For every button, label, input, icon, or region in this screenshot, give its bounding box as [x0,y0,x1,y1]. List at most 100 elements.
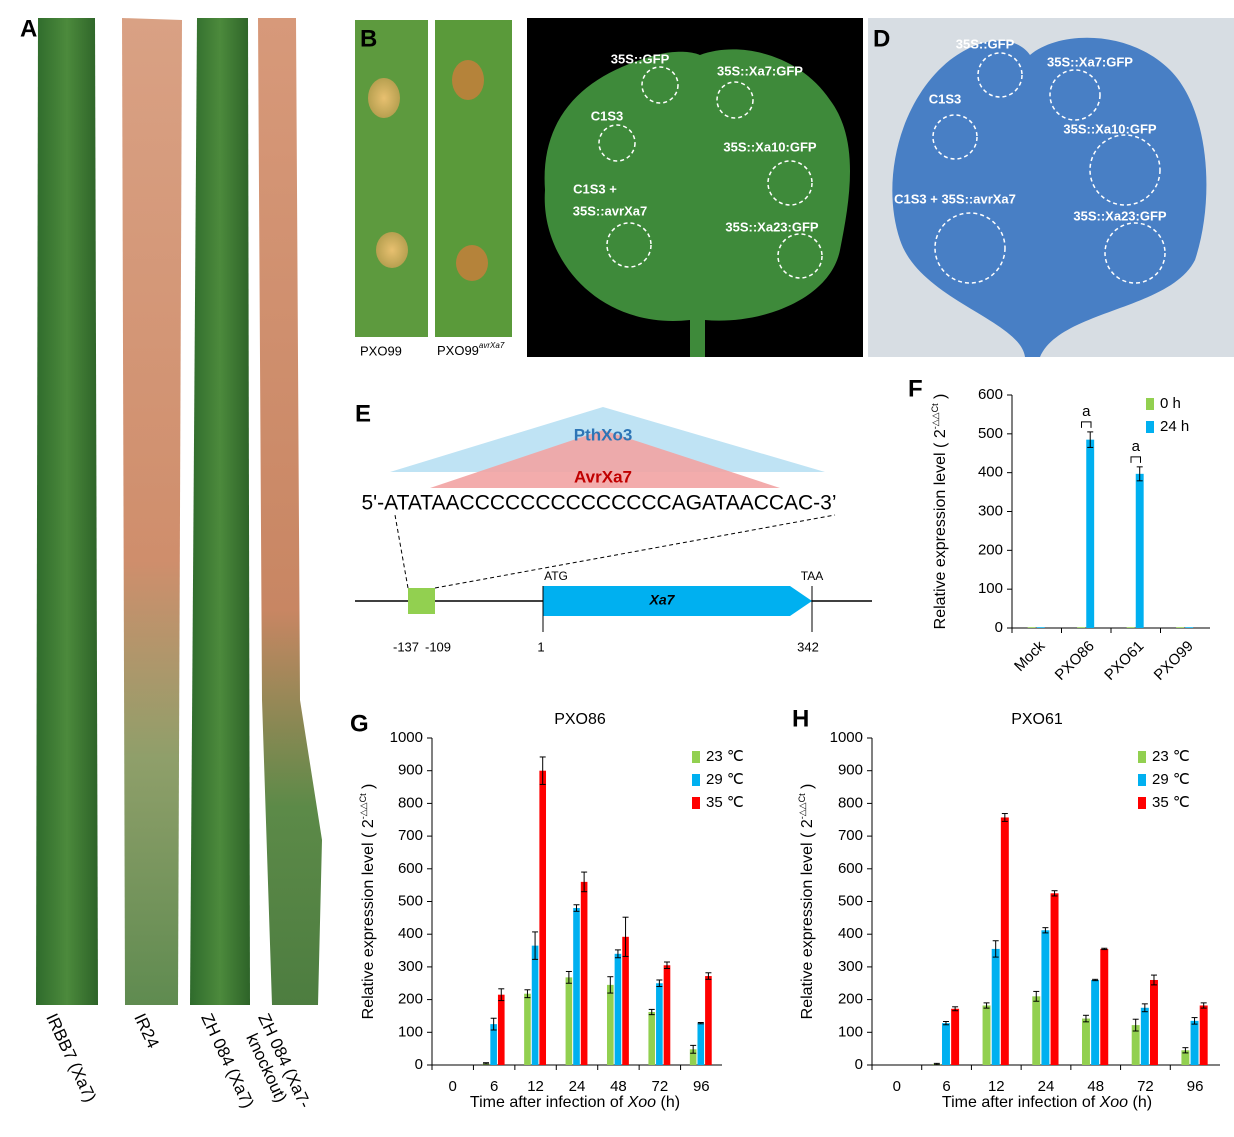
strain-name: PXO99 [437,343,479,358]
infiltration-spot [934,212,1006,284]
x-tick-label: 0 [449,1078,457,1095]
panel-letter: B [360,25,377,52]
x-tick-label: 48 [610,1078,627,1095]
panel-letter: G [350,710,369,737]
y-tick-label: 400 [838,925,863,942]
legend-label: 35 ℃ [1152,794,1190,811]
y-tick-label: 200 [838,991,863,1008]
y-axis-label-part: ) [360,784,377,794]
bar [663,965,671,1065]
y-tick-label: 700 [838,827,863,844]
chart-title: PXO86 [554,711,606,728]
panel-letter: F [908,375,923,402]
bar [524,993,531,1065]
infiltration-label: 35S::Xa10:GFP [1063,121,1157,136]
y-axis-label-part: -△△Ct [358,793,368,819]
x-tick-label: PXO61 [1101,638,1147,684]
promoter-box [408,588,435,614]
legend-label: 29 ℃ [1152,771,1190,788]
infiltration-label: C1S3 [591,108,624,123]
bar [539,770,547,1065]
significance-bracket [1130,456,1141,463]
x-axis-label-part: (h) [1128,1094,1152,1111]
x-tick-label: 72 [1137,1078,1154,1095]
effector-name: AvrXa7 [574,467,632,486]
legend-swatch [692,751,700,763]
effector-triangle [430,430,780,488]
infiltration-spot [1089,134,1161,206]
bar [1032,996,1041,1065]
legend-label: 35 ℃ [706,794,744,811]
y-tick-label: 300 [838,958,863,975]
bar [1126,627,1135,628]
y-axis-label: Relative expression level ( 2-△△Ct ) [358,784,377,1020]
x-tick-label: 72 [652,1078,669,1095]
leaf [36,18,98,1005]
infiltration-spot [1104,222,1166,284]
y-tick-label: 800 [838,794,863,811]
legend-label: 23 ℃ [706,748,744,765]
infiltration-label: 35S::Xa7:GFP [717,63,803,78]
y-axis-label-part: -△△Ct [930,403,940,429]
legend-swatch [1146,421,1154,433]
leaf-label: IRBB7 (Xa7) [42,1011,100,1106]
y-tick-label: 1000 [390,729,423,746]
legend-label: 29 ℃ [706,771,744,788]
bar [656,983,663,1065]
x-tick-label: 96 [1187,1078,1204,1095]
infiltration-label: 35S::Xa23:GFP [725,219,819,234]
infiltration-label: 35S::GFP [956,36,1015,51]
x-tick-label: 12 [527,1078,544,1095]
bar [1041,930,1050,1065]
bar [1100,948,1109,1065]
bar [1150,979,1158,1065]
x-axis-label: Time after infection of Xoo (h) [942,1094,1152,1111]
x-axis-label-part: Time after infection of [942,1094,1100,1111]
infiltration-spot [641,66,679,104]
bar [622,936,629,1065]
panel-letter: H [792,705,809,732]
significance-label: a [1132,438,1141,455]
x-axis-label: Time after infection of Xoo (h) [470,1094,680,1111]
lesion [368,78,400,118]
infiltration-spot [777,233,823,279]
panel-letter: A [20,15,37,42]
y-axis-label-part: ) [932,394,949,404]
x-axis-label-part: Xoo [627,1094,657,1111]
infiltration-spot [977,52,1023,98]
leaf-label: IR24 [130,1011,162,1052]
infiltration-label: 35S::Xa7:GFP [1047,54,1133,69]
infiltration-spot [598,124,636,162]
significance-bracket [1081,421,1092,428]
y-tick-label: 400 [978,464,1003,481]
bar [689,1049,697,1065]
bar [1081,1018,1090,1065]
y-axis-label: Relative expression level ( 2-△△Ct ) [930,394,949,630]
y-tick-label: 500 [398,892,423,909]
lesion-photos [355,20,512,337]
legend-swatch [692,774,700,786]
chart-title: PXO61 [1011,711,1063,728]
y-tick-label: 1000 [830,729,863,746]
bar [1199,1005,1208,1065]
position-label: 1 [537,639,544,654]
bar [1027,627,1036,628]
lesion [376,232,408,268]
infiltration-spot [932,114,978,160]
infiltration-label: C1S3 [929,91,962,106]
strain-label: PXO99avrXa7 [437,341,505,358]
x-tick-label: 24 [569,1078,586,1095]
y-axis-label-part: ) [799,784,816,794]
bar [1135,473,1144,628]
bar [1000,817,1009,1065]
bar [1050,893,1059,1065]
bar [497,994,505,1065]
panel-letter: E [355,400,371,427]
bar [705,976,712,1065]
x-tick-label: 48 [1087,1078,1104,1095]
bar [951,1008,960,1065]
y-tick-label: 500 [978,425,1003,442]
y-tick-label: 200 [978,541,1003,558]
y-tick-label: 300 [978,502,1003,519]
